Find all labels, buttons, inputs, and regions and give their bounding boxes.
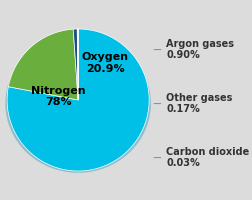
Text: Argon gases
0.90%: Argon gases 0.90% <box>154 39 234 60</box>
Text: Nitrogen
78%: Nitrogen 78% <box>31 86 85 107</box>
Ellipse shape <box>5 34 151 173</box>
Text: Oxygen
20.9%: Oxygen 20.9% <box>82 52 129 74</box>
Wedge shape <box>77 29 78 100</box>
Wedge shape <box>8 29 78 100</box>
Wedge shape <box>7 29 149 171</box>
Text: Carbon dioxide
0.03%: Carbon dioxide 0.03% <box>154 147 249 168</box>
Wedge shape <box>73 29 78 100</box>
Text: Other gases
0.17%: Other gases 0.17% <box>154 93 233 114</box>
